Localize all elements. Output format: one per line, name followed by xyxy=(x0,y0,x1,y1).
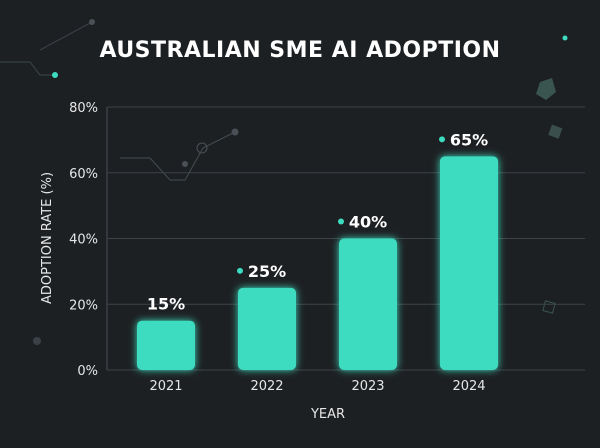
bar-2023 xyxy=(339,238,397,370)
x-tick-label: 2023 xyxy=(351,379,384,394)
y-axis-ticks: 0% 20% 40% 60% 80% xyxy=(69,101,98,379)
x-tick-label: 2021 xyxy=(149,379,182,394)
x-axis-label: YEAR xyxy=(310,407,345,422)
bars: 15% 25% 40% 65% xyxy=(137,130,498,370)
connector-dot xyxy=(237,267,243,274)
y-tick-label: 80% xyxy=(69,101,98,116)
data-label-2023: 40% xyxy=(349,213,387,232)
data-label-2021: 15% xyxy=(147,295,185,314)
x-tick-label: 2024 xyxy=(452,379,485,394)
x-axis-ticks: 2021 2022 2023 2024 xyxy=(149,379,485,394)
data-label-2024: 65% xyxy=(450,130,488,149)
y-axis-label: ADOPTION RATE (%) xyxy=(40,172,55,304)
connector-dot xyxy=(338,218,344,225)
decorative-circuit-lines xyxy=(0,19,568,345)
chart-title: AUSTRALIAN SME AI ADOPTION xyxy=(99,38,501,63)
data-label-2022: 25% xyxy=(248,262,286,281)
y-tick-label: 0% xyxy=(77,364,98,379)
bar-2021 xyxy=(137,320,195,370)
bar-2022 xyxy=(238,287,296,370)
y-tick-label: 60% xyxy=(69,167,98,182)
y-tick-label: 20% xyxy=(69,298,98,313)
x-tick-label: 2022 xyxy=(250,379,283,394)
y-tick-label: 40% xyxy=(69,233,98,248)
bar-2024 xyxy=(440,156,498,370)
connector-dot xyxy=(439,136,445,143)
